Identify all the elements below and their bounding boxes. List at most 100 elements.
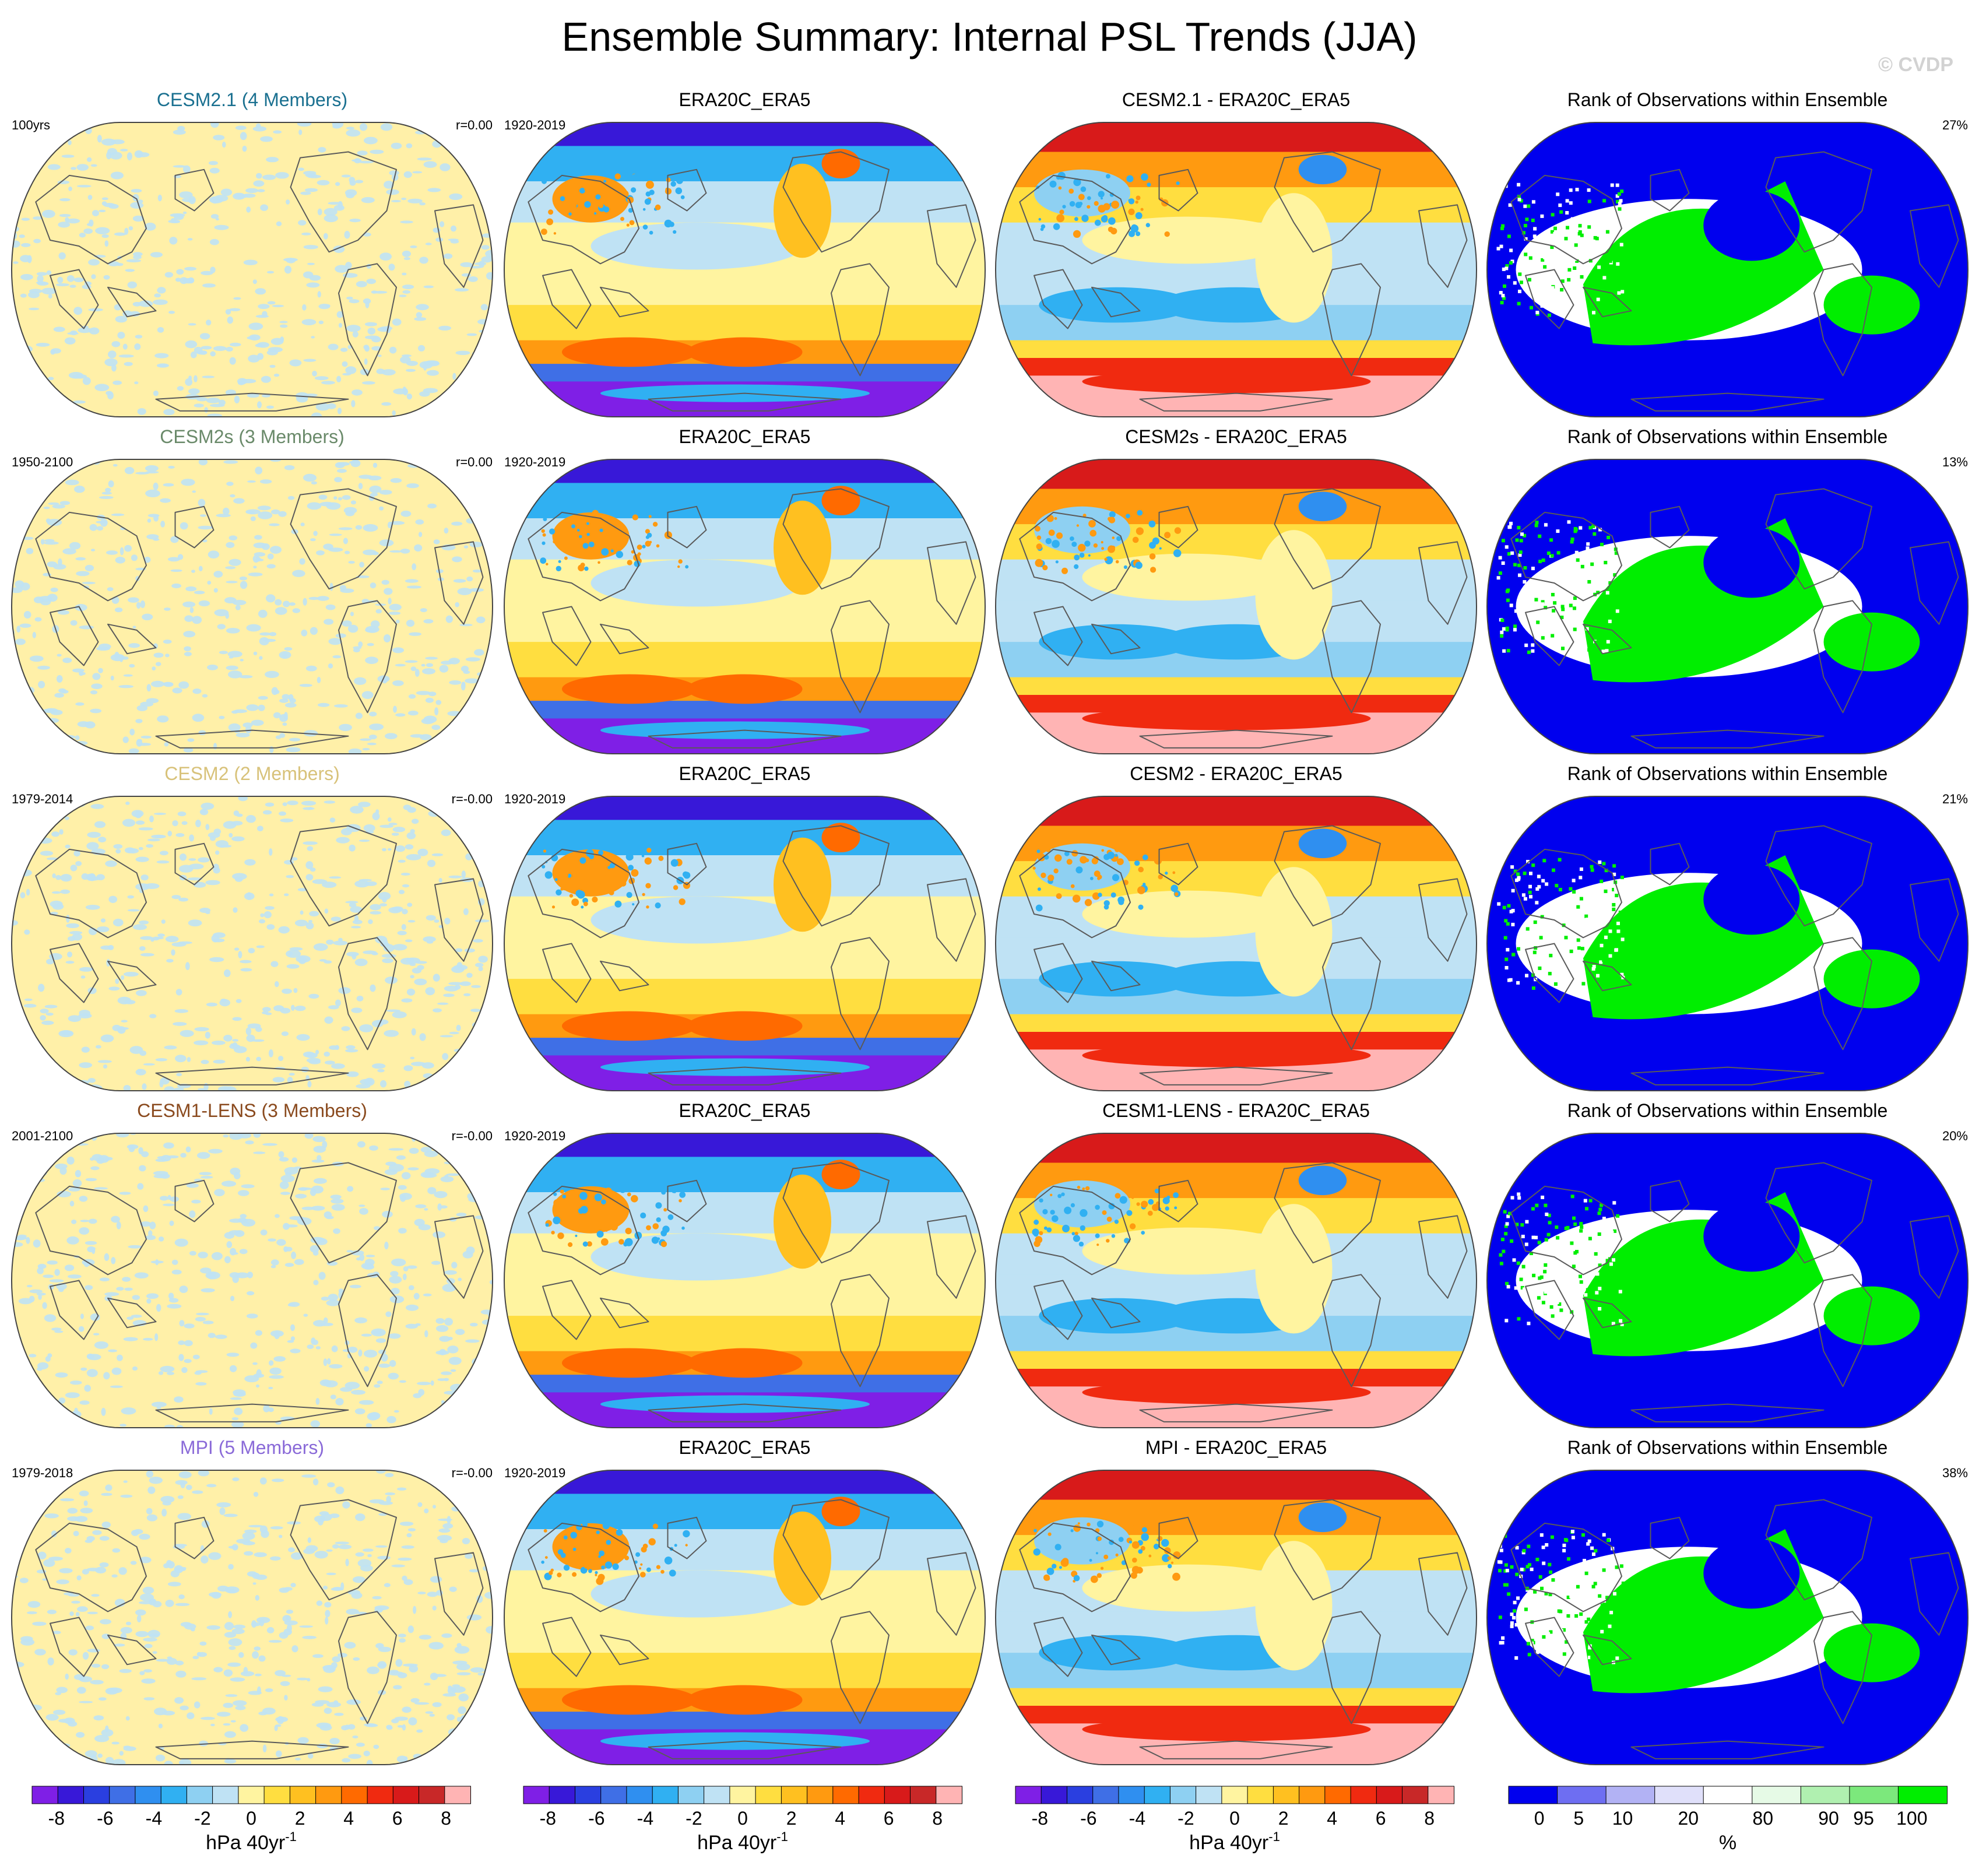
colorbar-swatch: [600, 1786, 627, 1804]
coastline: [1418, 541, 1468, 625]
period-label: 1920-2019: [504, 118, 565, 132]
rank-map: Rank of Observations within Ensemble 20%: [1486, 1100, 1969, 1428]
coastline: [648, 392, 842, 412]
coastline: [1525, 943, 1574, 1003]
colorbar-swatch: [186, 1786, 213, 1804]
coastline: [648, 729, 842, 749]
map-border: [10, 796, 494, 1091]
coastline: [528, 1185, 639, 1276]
coastline: [927, 878, 976, 962]
coastline: [1139, 1066, 1333, 1085]
colorbar-swatch: [858, 1786, 885, 1804]
coastline: [1019, 511, 1131, 602]
colorbar-swatch: [910, 1786, 937, 1804]
rank-map: Rank of Observations within Ensemble 27%: [1486, 89, 1969, 417]
coastline: [1510, 511, 1622, 602]
colorbar-tick-label: 90: [1818, 1808, 1839, 1829]
difference-map: CESM2.1 - ERA20C_ERA5: [994, 89, 1478, 417]
model-trend-map: MPI (5 Members) 1979-2018 r=-0.00: [10, 1437, 494, 1765]
coastline: [528, 1522, 639, 1612]
period-label: 1920-2019: [504, 792, 565, 806]
colorbar-units: hPa 40yr-1: [697, 1829, 788, 1854]
colorbar-swatch: [1324, 1786, 1352, 1804]
coastline: [1583, 623, 1632, 655]
colorbar-tick-label: -6: [97, 1808, 113, 1829]
coastline: [831, 600, 890, 714]
colorbar-tick-label: 6: [392, 1808, 403, 1829]
coastline: [1158, 1179, 1198, 1222]
colorbar-tick-label: 6: [884, 1808, 894, 1829]
rank-percent: 27%: [1942, 118, 1968, 132]
rank-percent: 38%: [1942, 1466, 1968, 1480]
coastline: [174, 168, 215, 212]
coastline: [667, 168, 707, 212]
coastline: [528, 511, 639, 602]
colorbar-swatch: [444, 1786, 471, 1804]
map-border: [994, 459, 1478, 754]
pattern-correlation: r=-0.00: [452, 1129, 493, 1143]
coastline: [831, 1274, 890, 1387]
coastline: [35, 1522, 147, 1612]
coastline: [107, 623, 157, 655]
coastline: [1630, 729, 1825, 749]
colorbar-swatch: [575, 1786, 602, 1804]
coastline: [1813, 1274, 1872, 1387]
colorbar-tick-label: -6: [1080, 1808, 1096, 1829]
difference-map: MPI - ERA20C_ERA5: [994, 1437, 1478, 1765]
period-label: 1950-2100: [12, 455, 73, 469]
colorbar-swatch: [263, 1786, 291, 1804]
colorbar-swatch: [1092, 1786, 1119, 1804]
coastline: [1274, 1499, 1381, 1601]
coastline: [1034, 943, 1083, 1003]
map-border: [503, 796, 986, 1091]
colorbar-tick-label: -8: [540, 1808, 556, 1829]
coastline: [1583, 286, 1632, 318]
coastline: [174, 505, 215, 549]
coastline: [155, 392, 349, 412]
coastline: [1765, 488, 1872, 590]
coastline: [831, 937, 890, 1051]
panel-title: ERA20C_ERA5: [679, 1437, 811, 1458]
colorbar-swatch: [1169, 1786, 1197, 1804]
coastline: [50, 269, 99, 329]
colorbar-swatch: [341, 1786, 368, 1804]
map-border: [994, 122, 1478, 417]
rank-map: Rank of Observations within Ensemble 38%: [1486, 1437, 1969, 1765]
coastline: [155, 1740, 349, 1759]
coastline: [1910, 1552, 1959, 1636]
coastline: [1650, 1179, 1690, 1222]
coastline: [1322, 937, 1381, 1051]
panel-row: MPI (5 Members) 1979-2018 r=-0.00 ERA20C_ER…: [10, 1437, 1969, 1765]
colorbar-tick-label: 4: [343, 1808, 354, 1829]
colorbar-swatch: [781, 1786, 808, 1804]
colorbar-tick-label: -4: [146, 1808, 162, 1829]
coastline: [1019, 174, 1131, 265]
coastline: [927, 204, 976, 288]
coastline: [600, 1634, 649, 1666]
map-border: [10, 1470, 494, 1765]
colorbar-tick-label: 5: [1573, 1808, 1584, 1829]
colorbar-swatch: [1350, 1786, 1377, 1804]
colorbar-swatch: [1557, 1786, 1607, 1804]
coastline: [1650, 842, 1690, 886]
coastline: [1091, 286, 1141, 318]
colorbar-swatch: [1703, 1786, 1753, 1804]
coastline: [155, 729, 349, 749]
panel-title: CESM2s (3 Members): [160, 426, 345, 447]
colorbar-swatch: [884, 1786, 911, 1804]
period-label: 1920-2019: [504, 1466, 565, 1480]
panel-title: CESM2.1 (4 Members): [157, 89, 347, 110]
colorbar-tick-label: 6: [1376, 1808, 1386, 1829]
coastline: [667, 842, 707, 886]
coastline: [600, 1297, 649, 1329]
coastline: [107, 1634, 157, 1666]
panel-row: CESM2s (3 Members) 1950-2100 r=0.00 ERA20C_…: [10, 426, 1969, 754]
coastline: [542, 1280, 592, 1340]
coastline: [1583, 1297, 1632, 1329]
colorbar-swatch: [1849, 1786, 1899, 1804]
coastline: [1630, 392, 1825, 412]
panel-title: MPI (5 Members): [180, 1437, 324, 1458]
map-border: [994, 1470, 1478, 1765]
coastline: [35, 1185, 147, 1276]
